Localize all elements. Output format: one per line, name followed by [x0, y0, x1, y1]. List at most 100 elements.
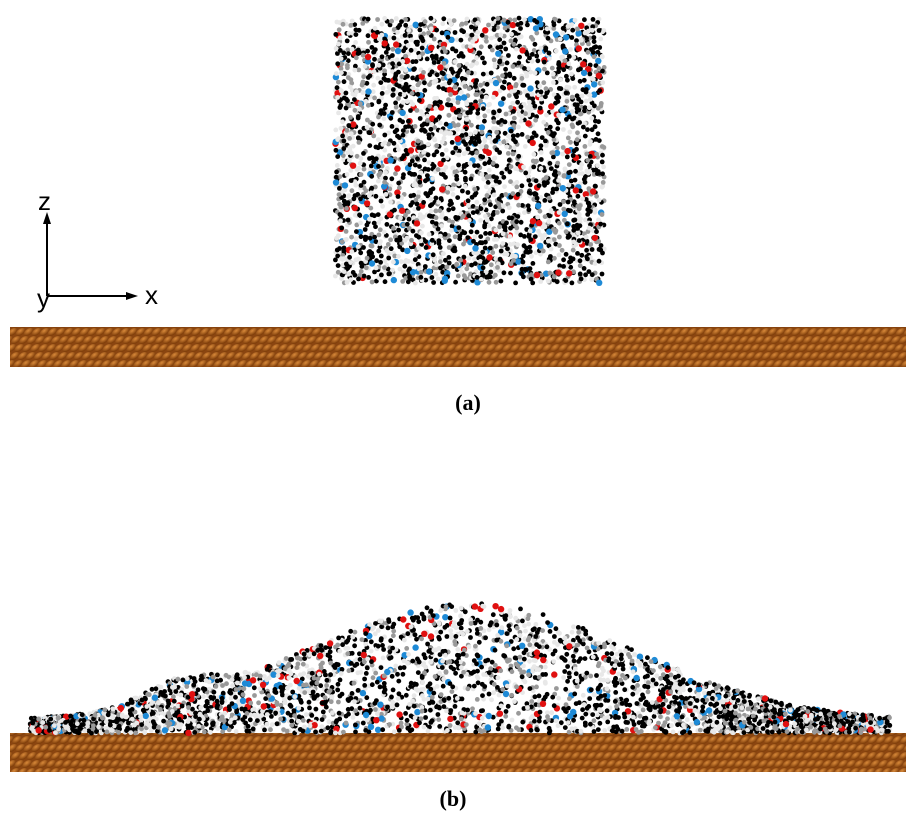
atom [387, 211, 393, 217]
atom [382, 40, 388, 46]
atom [528, 266, 533, 271]
atom [528, 237, 533, 242]
atom [573, 187, 579, 193]
atom [391, 277, 397, 283]
atom [574, 242, 579, 247]
atom [542, 60, 547, 65]
atom [622, 687, 627, 692]
atom [675, 667, 680, 672]
atom [418, 22, 423, 27]
atom [588, 97, 593, 102]
atom [578, 166, 583, 171]
atom [461, 214, 466, 219]
atom [419, 146, 424, 151]
atom [387, 35, 392, 40]
atom [600, 144, 605, 149]
atom [350, 47, 355, 52]
atom [354, 32, 359, 37]
atom [596, 239, 601, 244]
atom [425, 114, 430, 119]
atom [423, 264, 428, 269]
atom [401, 128, 406, 133]
atom [578, 203, 583, 208]
atom [566, 136, 571, 141]
atom [364, 200, 370, 206]
atom [336, 682, 341, 687]
atom [586, 42, 591, 47]
atom [536, 58, 541, 63]
atom [527, 190, 532, 195]
atom [495, 51, 501, 57]
atom [554, 187, 559, 192]
atom [359, 234, 364, 239]
atom [403, 33, 408, 38]
atom [370, 682, 375, 687]
atom [535, 203, 541, 209]
atom [527, 642, 532, 647]
atom [546, 219, 551, 224]
atom [570, 630, 575, 635]
atom [353, 730, 358, 735]
atom [341, 22, 346, 27]
atom [570, 109, 575, 114]
atom [390, 124, 395, 129]
atom [533, 42, 538, 47]
atom [379, 273, 384, 278]
atom [470, 151, 475, 156]
atom [441, 158, 446, 163]
atom [370, 155, 375, 160]
atom [478, 254, 483, 259]
atom [546, 36, 551, 41]
atom [472, 193, 477, 198]
atom [460, 129, 465, 134]
atom [539, 97, 544, 102]
atom [563, 278, 568, 283]
atom [519, 643, 525, 649]
atom [376, 164, 381, 169]
atom [406, 43, 411, 48]
substrate [10, 733, 906, 772]
atom [396, 96, 401, 101]
atom [579, 38, 584, 43]
atom [407, 217, 412, 222]
atom [380, 54, 385, 59]
atom [377, 233, 382, 238]
atom [415, 108, 420, 113]
atom [416, 206, 421, 211]
atom [447, 238, 452, 243]
atom [366, 33, 371, 38]
atom [526, 672, 531, 677]
atom [421, 38, 426, 43]
atom [596, 106, 601, 111]
atom [466, 198, 471, 203]
atom [571, 55, 576, 60]
atom [484, 95, 489, 100]
atom [448, 616, 453, 621]
atom [661, 702, 666, 707]
atom [359, 261, 364, 266]
atom [497, 180, 502, 185]
atom [530, 92, 535, 97]
atom [345, 65, 350, 70]
atom [427, 104, 432, 109]
atom [597, 28, 602, 33]
atom [501, 241, 506, 246]
atom [574, 671, 579, 676]
atom [404, 646, 409, 651]
atom [393, 101, 398, 106]
atom [591, 17, 596, 22]
atom [344, 262, 349, 267]
atom [440, 31, 445, 36]
atom [516, 154, 521, 159]
atom [417, 175, 422, 180]
atom [749, 701, 754, 706]
atom [559, 225, 564, 230]
atom [539, 157, 544, 162]
atom [395, 30, 400, 35]
atom [568, 208, 573, 213]
atom [546, 260, 551, 265]
atom [411, 183, 416, 188]
atom [365, 54, 371, 60]
atom [346, 75, 351, 80]
atom [394, 165, 400, 171]
